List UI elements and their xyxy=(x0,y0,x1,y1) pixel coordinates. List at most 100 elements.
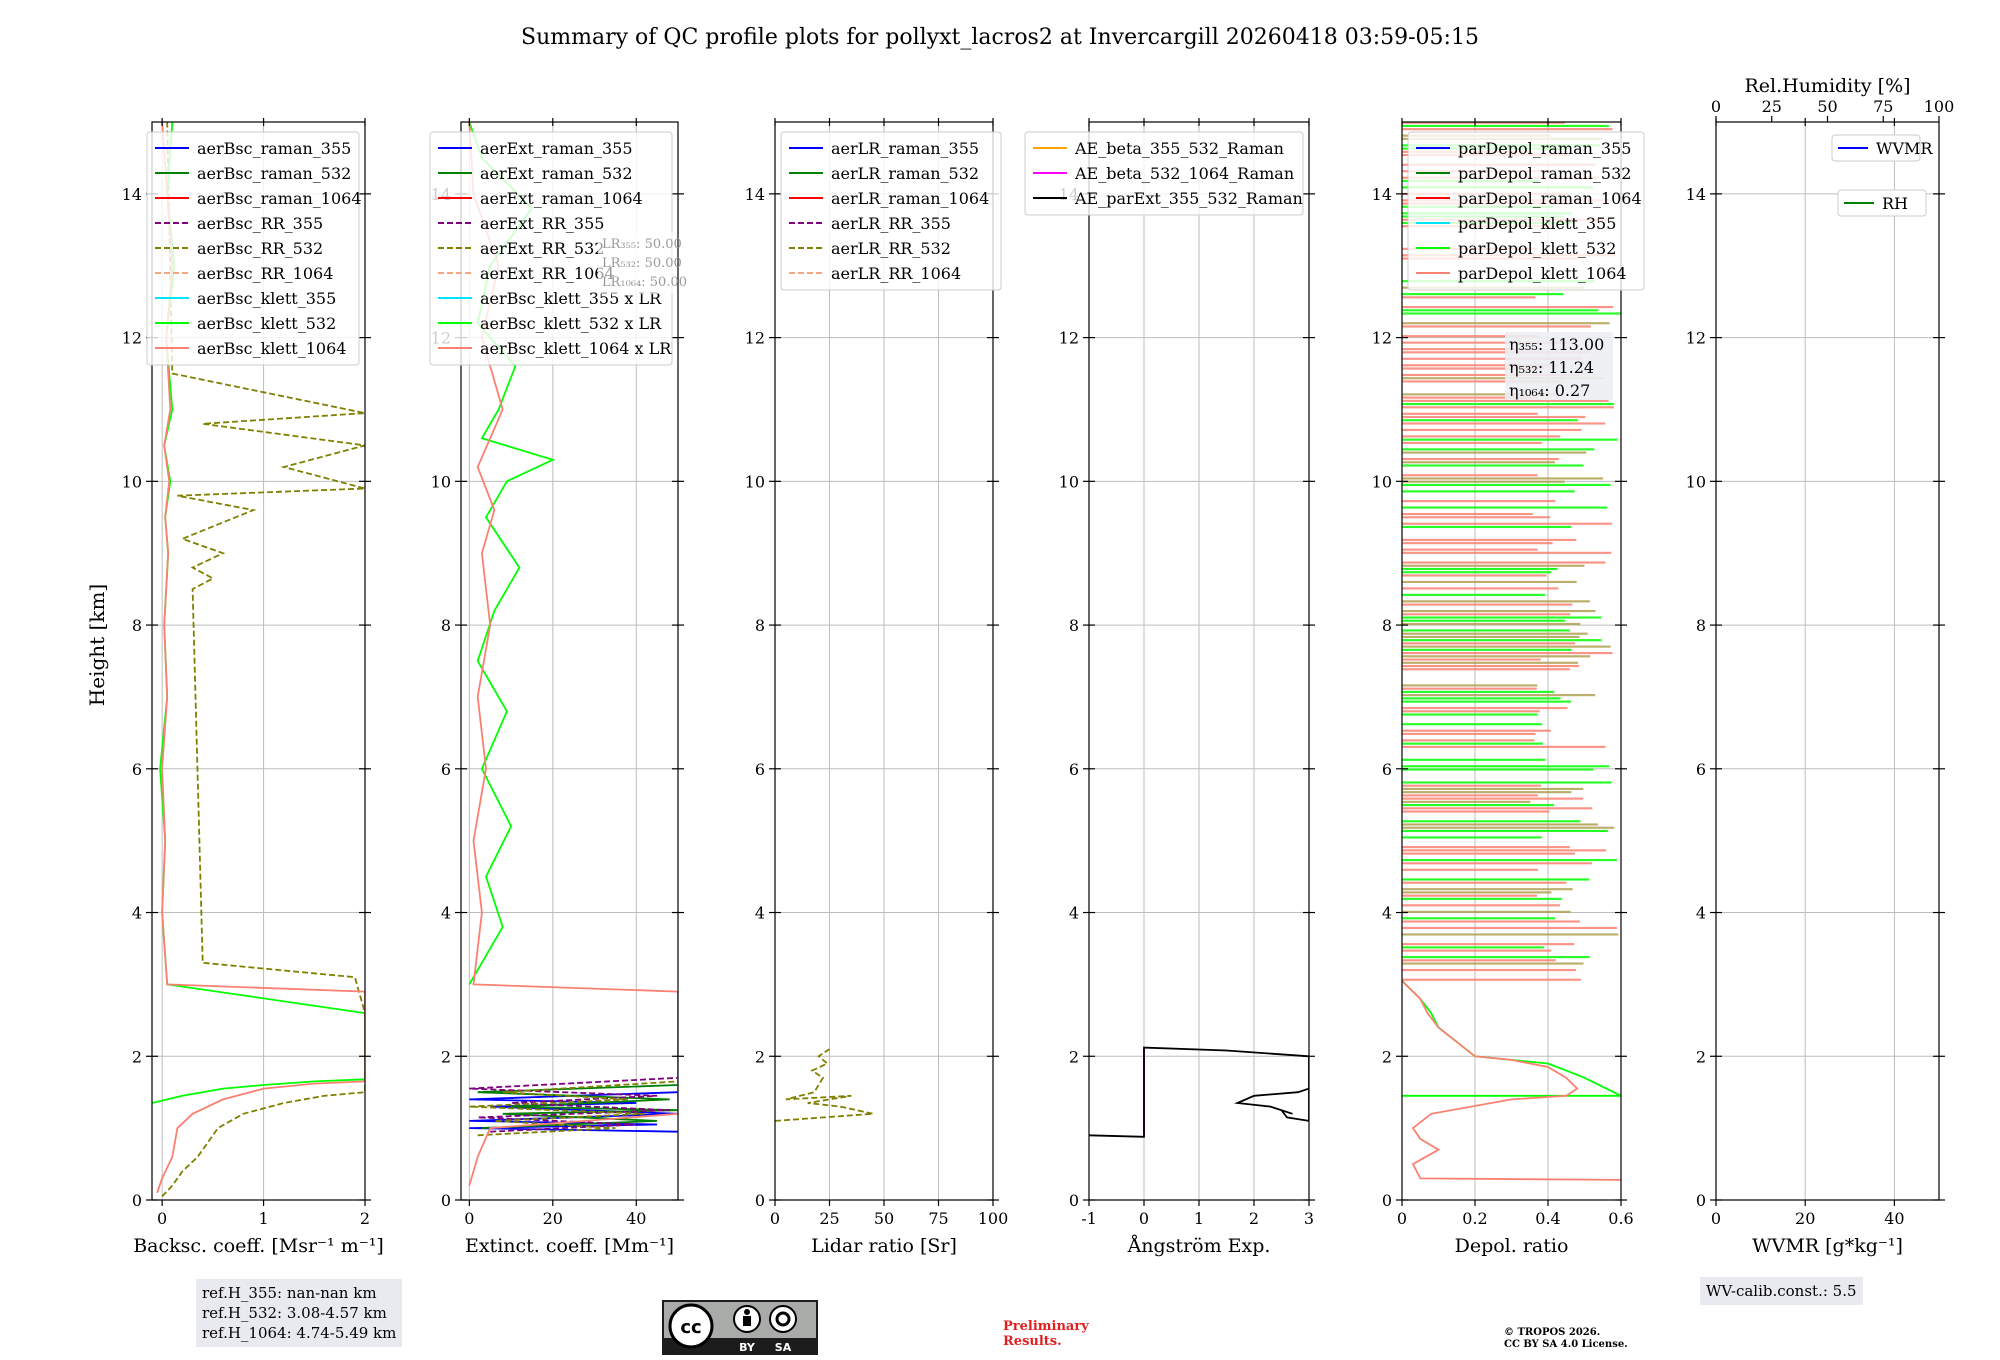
noise-band xyxy=(1402,622,1581,626)
legend-label: aerExt_RR_532 xyxy=(480,239,604,258)
noise-band xyxy=(1402,917,1556,920)
noise-band xyxy=(1402,506,1608,509)
x-tick-label: 100 xyxy=(978,1209,1009,1228)
noise-band xyxy=(1402,525,1572,529)
copyright-line-1: © TROPOS 2026. xyxy=(1504,1327,1601,1338)
noise-band xyxy=(1402,943,1575,946)
x-tick-label: 0 xyxy=(157,1209,167,1228)
noise-band xyxy=(1402,684,1538,687)
x-axis-label: Backsc. coeff. [Msr⁻¹ m⁻¹] xyxy=(133,1235,384,1257)
noise-band xyxy=(1402,422,1606,425)
y-tick-label: 10 xyxy=(745,472,765,491)
series-pardepol-klett-1064 xyxy=(1402,980,1621,1181)
y-tick-label: 0 xyxy=(1069,1191,1079,1210)
top-x-tick-label: 0 xyxy=(1711,97,1721,116)
x-tick-label: 0 xyxy=(1139,1209,1149,1228)
x-tick-label: 50 xyxy=(874,1209,894,1228)
x-ticks: 0 0.2 0.4 0.6 xyxy=(1397,118,1634,1228)
noise-band xyxy=(1402,406,1614,409)
noise-band xyxy=(1402,593,1546,596)
legend: WVMR RH xyxy=(1831,134,1933,217)
noise-band xyxy=(1402,784,1542,787)
y-tick-label: 2 xyxy=(132,1047,142,1066)
y-tick-label: 12 xyxy=(122,329,142,348)
noise-band xyxy=(1402,645,1611,648)
legend-frame xyxy=(1831,134,1921,162)
noise-band xyxy=(1402,325,1591,328)
plot-area xyxy=(1089,1046,1309,1138)
plot-frame xyxy=(151,121,366,1201)
noise-band xyxy=(1402,829,1609,833)
noise-band xyxy=(1402,312,1621,315)
x-tick-label: 0 xyxy=(464,1209,474,1228)
noise-band xyxy=(1402,393,1562,396)
series-aerext-rr-532 xyxy=(469,1080,678,1137)
panel-wv: 0 2 4 6 8 10 12 14 0 20 40 WVMR [g*kg⁻¹] 0 25 50 75 100 R… xyxy=(1686,75,1955,1257)
gridlines xyxy=(1715,122,1939,1201)
noise-band xyxy=(1402,732,1536,736)
noise-band xyxy=(1402,293,1564,296)
noise-band xyxy=(1402,862,1592,865)
noise-band xyxy=(1402,441,1542,444)
legend-label: aerBsc_klett_1064 x LR xyxy=(480,339,672,358)
legend-label: parDepol_raman_1064 xyxy=(1458,189,1642,208)
x-axis-label: WVMR [g*kg⁻¹] xyxy=(1752,1235,1903,1257)
noise-band xyxy=(1402,781,1612,784)
cc-license-badge[interactable]: cc BY SA xyxy=(662,1300,818,1355)
y-tick-label: 4 xyxy=(1696,904,1706,923)
x-tick-label: 0.4 xyxy=(1535,1209,1560,1228)
noise-band xyxy=(1402,396,1538,399)
series-aerlr-rr-532 xyxy=(775,1048,874,1122)
noise-band xyxy=(1402,910,1571,913)
noise-band xyxy=(1402,956,1590,959)
plot-frame xyxy=(1715,121,1940,1201)
x-tick-label: 3 xyxy=(1304,1209,1314,1228)
series-aerbsc-klett-532 xyxy=(152,122,365,1104)
eta-box: η₃₅₅: 113.00 η₅₃₂: 11.24 η₁₀₆₄: 0.27 xyxy=(1505,332,1613,400)
legend-label: aerBsc_raman_355 xyxy=(197,139,351,158)
x-ticks: 0 20 40 xyxy=(1711,118,1905,1228)
noise-band xyxy=(1402,399,1609,402)
noise-band xyxy=(1402,729,1551,732)
panel-dep: 0 2 4 6 8 10 12 14 0 0.2 0.4 0.6 Depol. ratio parDepo… xyxy=(1372,118,1645,1257)
noise-band xyxy=(1402,739,1535,742)
y-tick-label: 14 xyxy=(1372,185,1392,204)
noise-band xyxy=(1402,464,1584,467)
legend-frame xyxy=(1837,189,1927,217)
noise-band xyxy=(1402,571,1551,574)
noise-band xyxy=(1402,836,1542,839)
legend-label: aerExt_raman_1064 xyxy=(480,189,643,208)
x-tick-label: 20 xyxy=(543,1209,563,1228)
y-tick-label: 6 xyxy=(441,760,451,779)
noise-band xyxy=(1402,648,1572,651)
legend-frame xyxy=(1407,131,1645,291)
noise-band xyxy=(1402,933,1619,936)
reference-height-box: ref.H_355: nan-nan km ref.H_532: 3.08-4.… xyxy=(196,1279,403,1347)
eta-box-bg xyxy=(1505,332,1613,400)
noise-band xyxy=(1402,616,1602,619)
noise-band xyxy=(1402,652,1613,655)
plot-frame xyxy=(1401,121,1622,1201)
y-tick-label: 6 xyxy=(1696,760,1706,779)
noise-band xyxy=(1402,512,1533,516)
noise-band xyxy=(1402,946,1545,949)
wv-calib-constant: WV-calib.const.: 5.5 xyxy=(1706,1282,1857,1300)
x-tick-label: 0.2 xyxy=(1462,1209,1487,1228)
y-ticks: 0 2 4 6 8 10 12 14 xyxy=(122,185,371,1210)
y-tick-label: 12 xyxy=(1059,329,1079,348)
x-ticks: -1 0 1 2 3 xyxy=(1081,118,1314,1228)
x-tick-label: 0 xyxy=(1711,1209,1721,1228)
noise-band xyxy=(1402,968,1576,972)
preliminary-note: Preliminary Results. xyxy=(1003,1319,1089,1349)
noise-band xyxy=(1402,758,1546,761)
top-x-tick-label: 25 xyxy=(1762,97,1782,116)
noise-band xyxy=(1402,461,1555,464)
lidar-ratio-box: LR₃₅₅: 50.00 LR₅₃₂: 50.00 LR₁₀₆₄: 50.00 xyxy=(598,232,687,294)
x-tick-label: 25 xyxy=(819,1209,839,1228)
noise-band xyxy=(1402,820,1581,823)
y-axis-label: Height [km] xyxy=(85,584,109,706)
top-x-ticks: 0 25 50 75 100 xyxy=(1711,97,1954,122)
noise-band xyxy=(1402,897,1562,900)
preliminary-line-1: Preliminary xyxy=(1003,1319,1089,1334)
legend-label: aerLR_RR_532 xyxy=(831,239,951,258)
